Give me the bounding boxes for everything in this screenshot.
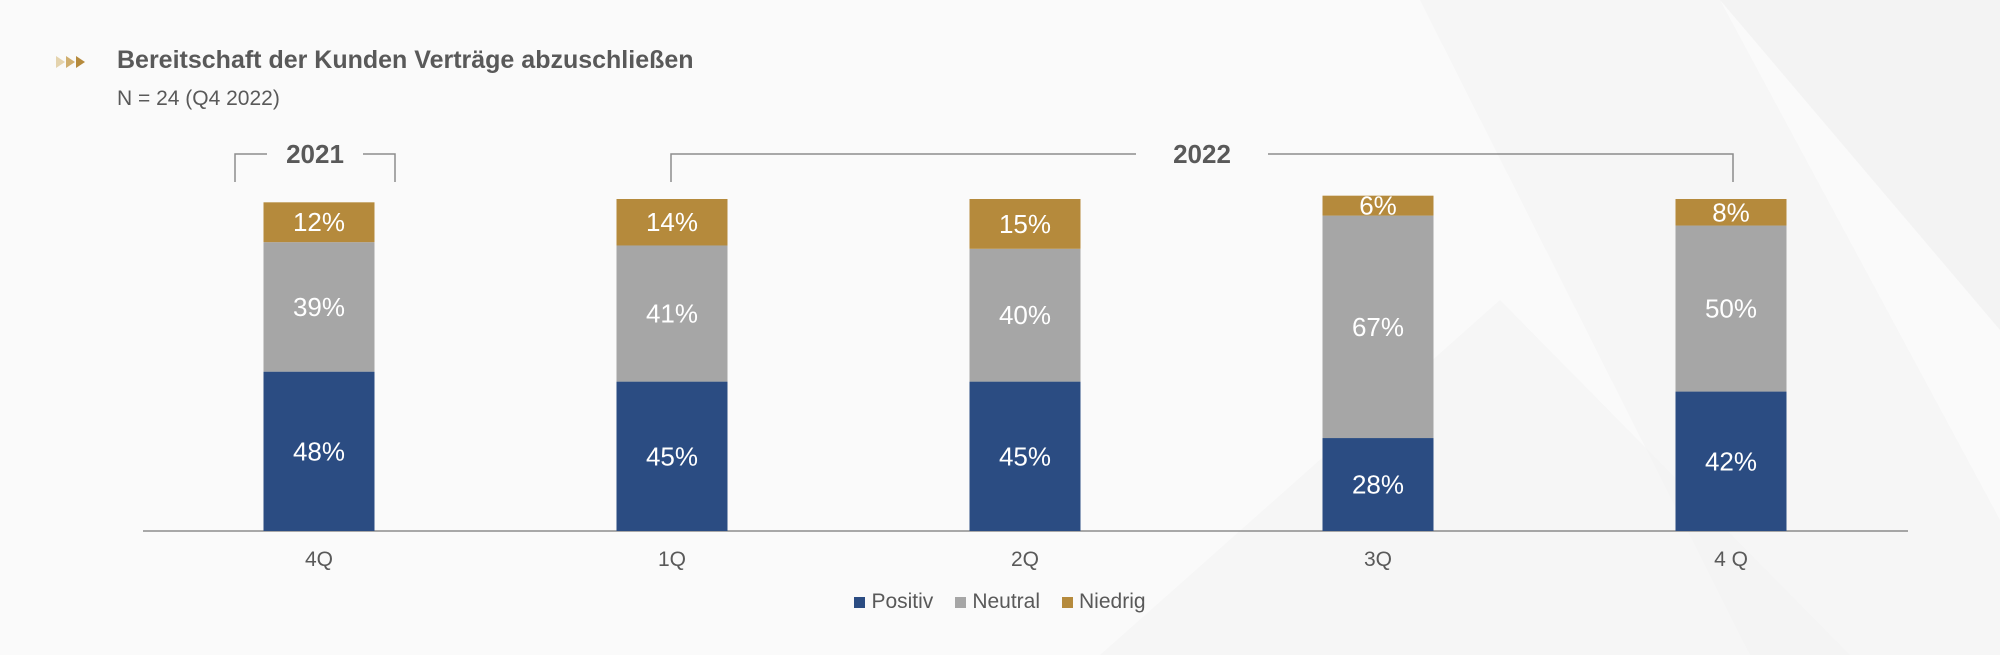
bar-segment-positiv	[1322, 438, 1434, 531]
legend-swatch	[1062, 596, 1074, 608]
data-label: 14%	[646, 207, 698, 237]
year-bracket-line	[234, 153, 396, 182]
bar-segment-positiv	[616, 381, 728, 531]
bar-segment-positiv	[969, 381, 1081, 531]
data-label: 8%	[1712, 197, 1750, 227]
data-label: 39%	[293, 292, 345, 322]
bar-segment-niedrig	[263, 202, 375, 243]
chart-legend: Positiv Neutral Niedrig	[0, 590, 2000, 614]
bar-segment-neutral	[263, 242, 375, 372]
bar-segment-positiv	[1675, 391, 1787, 531]
legend-label: Niedrig	[1079, 590, 1146, 613]
data-label: 50%	[1705, 294, 1757, 324]
legend-label: Neutral	[972, 590, 1041, 613]
data-label: 48%	[293, 436, 345, 466]
bar-segment-positiv	[263, 371, 375, 531]
chart-subtitle: N = 24 (Q4 2022)	[117, 87, 280, 110]
legend-item-neutral: Neutral	[955, 590, 1040, 614]
bar-segment-niedrig	[616, 199, 728, 246]
legend-swatch	[955, 596, 967, 608]
bar-segment-neutral	[616, 245, 728, 382]
chart-title: Bereitschaft der Kunden Verträge abzusch…	[117, 46, 694, 74]
data-label: 41%	[646, 299, 698, 329]
legend-item-positiv: Positiv	[854, 590, 933, 614]
data-label: 12%	[293, 207, 345, 237]
year-bracket-line	[670, 153, 1734, 182]
bar-segment-neutral	[1675, 225, 1787, 392]
triple-arrow-icon	[56, 56, 85, 68]
legend-label: Positiv	[871, 590, 934, 613]
year-bracket: 2022	[670, 139, 1734, 182]
x-tick-label: 2Q	[1011, 548, 1039, 571]
data-label: 67%	[1352, 312, 1404, 342]
year-bracket: 2021	[234, 139, 396, 182]
data-label: 45%	[999, 441, 1051, 471]
x-tick-label: 4 Q	[1714, 548, 1748, 571]
legend-swatch	[854, 596, 866, 608]
year-label: 2022	[1173, 139, 1231, 169]
bar-segment-niedrig	[1675, 199, 1787, 226]
bar-segment-niedrig	[1322, 195, 1434, 216]
bar-segment-neutral	[969, 248, 1081, 382]
x-tick-label: 3Q	[1364, 548, 1392, 571]
chart-header: Bereitschaft der Kunden Verträge abzusch…	[0, 0, 2000, 120]
data-label: 45%	[646, 441, 698, 471]
year-label: 2021	[286, 139, 344, 169]
data-label: 42%	[1705, 446, 1757, 476]
x-tick-label: 4Q	[305, 548, 333, 571]
data-label: 28%	[1352, 470, 1404, 500]
data-label: 40%	[999, 300, 1051, 330]
data-label: 15%	[999, 209, 1051, 239]
legend-item-niedrig: Niedrig	[1062, 590, 1146, 614]
x-tick-label: 1Q	[658, 548, 686, 571]
bar-segment-niedrig	[969, 199, 1081, 249]
bar-segment-neutral	[1322, 215, 1434, 439]
data-label: 6%	[1359, 191, 1397, 221]
